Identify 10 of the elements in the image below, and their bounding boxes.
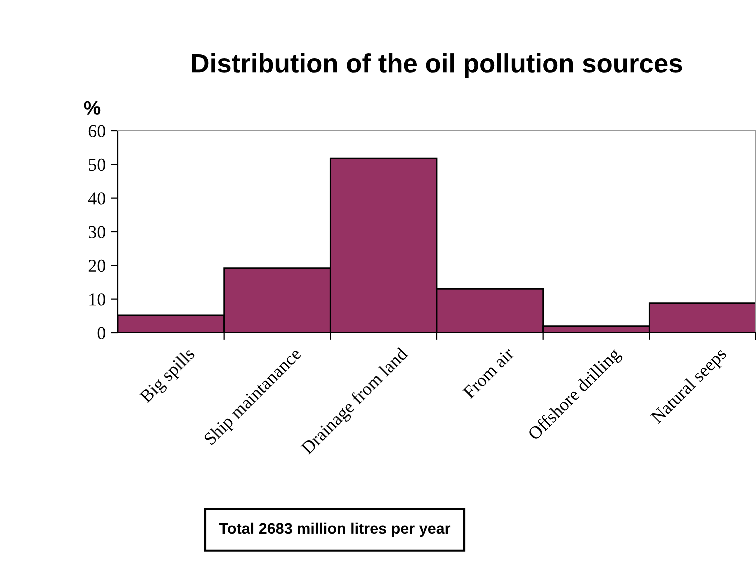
y-tick-label: 20 [88, 260, 106, 272]
y-tick-label: 50 [89, 158, 106, 172]
y-tick-label: 30 [89, 226, 106, 238]
y-axis-title: % [84, 101, 101, 115]
y-tick-label: 60 [88, 125, 106, 138]
y-tick-label: 0 [98, 327, 106, 340]
y-tick-label: 40 [88, 192, 106, 205]
text: Total 2683 million litres per year [219, 522, 451, 538]
chart-title: Distribution of the oil pollution sources [192, 54, 682, 78]
y-tick-label: 10 [90, 294, 106, 306]
